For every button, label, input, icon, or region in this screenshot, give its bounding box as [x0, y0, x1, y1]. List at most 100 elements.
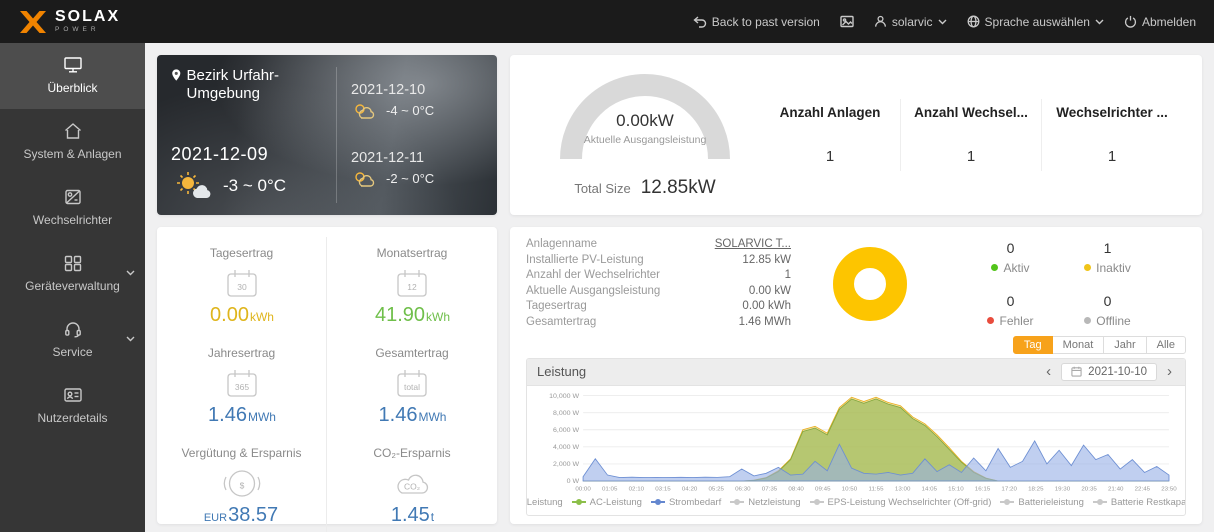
legend-item[interactable]: Batterie Restkapazität(%)	[1093, 497, 1186, 508]
back-to-past-version-link[interactable]: Back to past version	[693, 15, 820, 29]
sidebar-item-wechselrichter[interactable]: Wechselrichter	[0, 175, 145, 241]
sidebar-item-service[interactable]: Service	[0, 307, 145, 373]
status-dot	[1084, 317, 1091, 324]
date-picker[interactable]: 2021-10-10	[1061, 363, 1157, 381]
svg-text:4,000 W: 4,000 W	[553, 444, 580, 451]
info-row: Anzahl der Wechselrichter1	[526, 268, 791, 284]
stat-co2-ersparnis: CO₂-Ersparnis CO₂ 1.45t	[327, 437, 497, 532]
inverter-icon	[63, 188, 83, 206]
tab-jahr[interactable]: Jahr	[1103, 336, 1146, 354]
stat-tagesertrag: Tagesertrag 30 0.00kWh	[157, 237, 327, 337]
stats-card: Tagesertrag 30 0.00kWh Monatsertrag 12 4…	[157, 227, 497, 524]
power-icon	[1124, 15, 1137, 28]
legend-item[interactable]: Batterieleistung	[1000, 497, 1083, 508]
cloud-sun-icon	[351, 169, 377, 189]
svg-text:20:35: 20:35	[1081, 486, 1097, 492]
status-dot	[1084, 264, 1091, 271]
legend-item[interactable]: PV-Leistung	[526, 497, 563, 508]
svg-text:08:40: 08:40	[788, 486, 804, 492]
svg-text:10:50: 10:50	[842, 486, 858, 492]
user-menu[interactable]: solarvic	[874, 15, 947, 29]
svg-text:22:45: 22:45	[1135, 486, 1151, 492]
house-icon	[63, 122, 83, 140]
plant-name-link[interactable]: SOLARVIC T...	[715, 237, 791, 253]
stat-monatsertrag: Monatsertrag 12 41.90kWh	[327, 237, 497, 337]
info-row: Installierte PV-Leistung12.85 kW	[526, 253, 791, 269]
svg-text:19:30: 19:30	[1055, 486, 1071, 492]
info-row: Gesamtertrag1.46 MWh	[526, 315, 791, 331]
coin-dollar-icon: $	[221, 467, 263, 500]
svg-text:15:10: 15:10	[948, 486, 964, 492]
output-gauge: 0.00kW Aktuelle Ausgangsleistung	[555, 71, 735, 163]
chart-prev-button[interactable]: ‹	[1043, 364, 1054, 379]
legend-item[interactable]: EPS-Leistung Wechselrichter (Off-grid)	[810, 497, 992, 508]
sidebar-item-geraeteverwaltung[interactable]: Geräteverwaltung	[0, 241, 145, 307]
solax-logo[interactable]: SOLAX POWER	[18, 9, 120, 35]
svg-text:11:55: 11:55	[869, 486, 885, 492]
legend-item[interactable]: AC-Leistung	[572, 497, 642, 508]
status-fehler: 0 Fehler	[962, 293, 1059, 328]
solax-x-icon	[18, 9, 48, 35]
total-size: Total Size 12.85kW	[574, 177, 715, 199]
svg-text:10,000 W: 10,000 W	[549, 393, 580, 400]
svg-text:16:15: 16:15	[975, 486, 991, 492]
svg-text:13:00: 13:00	[895, 486, 911, 492]
status-offline: 0 Offline	[1059, 293, 1156, 328]
chevron-down-icon	[938, 19, 947, 25]
forecast-day-2: 2021-12-11 -2 ~ 0°C	[351, 150, 483, 189]
language-menu[interactable]: Sprache auswählen	[967, 15, 1104, 29]
status-dot	[987, 317, 994, 324]
overview-card: 0.00kW Aktuelle Ausgangsleistung Total S…	[510, 55, 1202, 215]
calendar-day-icon: 30	[221, 267, 263, 300]
dashboard-icon	[63, 56, 83, 74]
legend-item[interactable]: Netzleistung	[730, 497, 800, 508]
calendar-icon	[1071, 366, 1082, 377]
globe-icon	[967, 15, 980, 28]
svg-text:05:25: 05:25	[708, 486, 724, 492]
svg-text:17:20: 17:20	[1001, 486, 1017, 492]
status-grid: 0 Aktiv 1 Inaktiv 0 Fehler 0	[962, 240, 1156, 328]
chart-legend: PV-Leistung AC-Leistung Strombedarf Netzlei…	[527, 494, 1185, 515]
tab-alle[interactable]: Alle	[1146, 336, 1186, 354]
count-anzahl-wechselrichter: Anzahl Wechsel... 1	[900, 99, 1041, 171]
chevron-down-icon	[1095, 19, 1104, 25]
headset-icon	[63, 320, 83, 338]
legend-item[interactable]: Strombedarf	[651, 497, 721, 508]
logout-button[interactable]: Abmelden	[1124, 15, 1196, 29]
co2-cloud-icon: CO₂	[391, 467, 433, 500]
svg-text:total: total	[404, 382, 420, 392]
chevron-down-icon	[126, 270, 135, 276]
tab-monat[interactable]: Monat	[1052, 336, 1105, 354]
plant-counts: Anzahl Anlagen 1 Anzahl Wechsel... 1 Wec…	[760, 99, 1182, 171]
sidebar-item-nutzerdetails[interactable]: Nutzerdetails	[0, 373, 145, 439]
back-arrow-icon	[693, 16, 707, 28]
stat-gesamtertrag: Gesamtertrag total 1.46MWh	[327, 337, 497, 437]
chevron-down-icon	[126, 336, 135, 342]
svg-text:8,000 W: 8,000 W	[553, 410, 580, 417]
power-chart-svg: 0 W2,000 W4,000 W6,000 W8,000 W10,000 W0…	[533, 390, 1179, 494]
brand-name: SOLAX	[55, 9, 120, 25]
svg-text:CO₂: CO₂	[404, 482, 420, 492]
location-pin-icon	[171, 67, 182, 83]
tab-tag[interactable]: Tag	[1013, 336, 1053, 354]
svg-text:01:05: 01:05	[602, 486, 618, 492]
svg-text:21:40: 21:40	[1108, 486, 1124, 492]
svg-text:06:30: 06:30	[735, 486, 751, 492]
calendar-year-icon: 365	[221, 367, 263, 400]
topbar: SOLAX POWER Back to past version solarvi…	[0, 0, 1214, 43]
weather-today-date: 2021-12-09	[171, 144, 336, 165]
gallery-icon[interactable]	[840, 15, 854, 28]
gauge-value: 0.00kW	[555, 111, 735, 131]
svg-text:03:15: 03:15	[655, 486, 671, 492]
sidebar-item-system-anlagen[interactable]: System & Anlagen	[0, 109, 145, 175]
count-wechselrichter: Wechselrichter ... 1	[1041, 99, 1182, 171]
main-content: Bezirk Urfahr-Umgebung 2021-12-09	[145, 43, 1214, 532]
sidebar-item-ueberblick[interactable]: Überblick	[0, 43, 145, 109]
svg-text:04:20: 04:20	[682, 486, 698, 492]
info-row: Aktuelle Ausgangsleistung0.00 kW	[526, 284, 791, 300]
svg-text:0 W: 0 W	[567, 478, 580, 485]
svg-text:12: 12	[407, 282, 417, 292]
sun-cloud-icon	[171, 169, 213, 203]
stat-verguetung-ersparnis: Vergütung & Ersparnis $ EUR38.57	[157, 437, 327, 532]
chart-next-button[interactable]: ›	[1164, 364, 1175, 379]
